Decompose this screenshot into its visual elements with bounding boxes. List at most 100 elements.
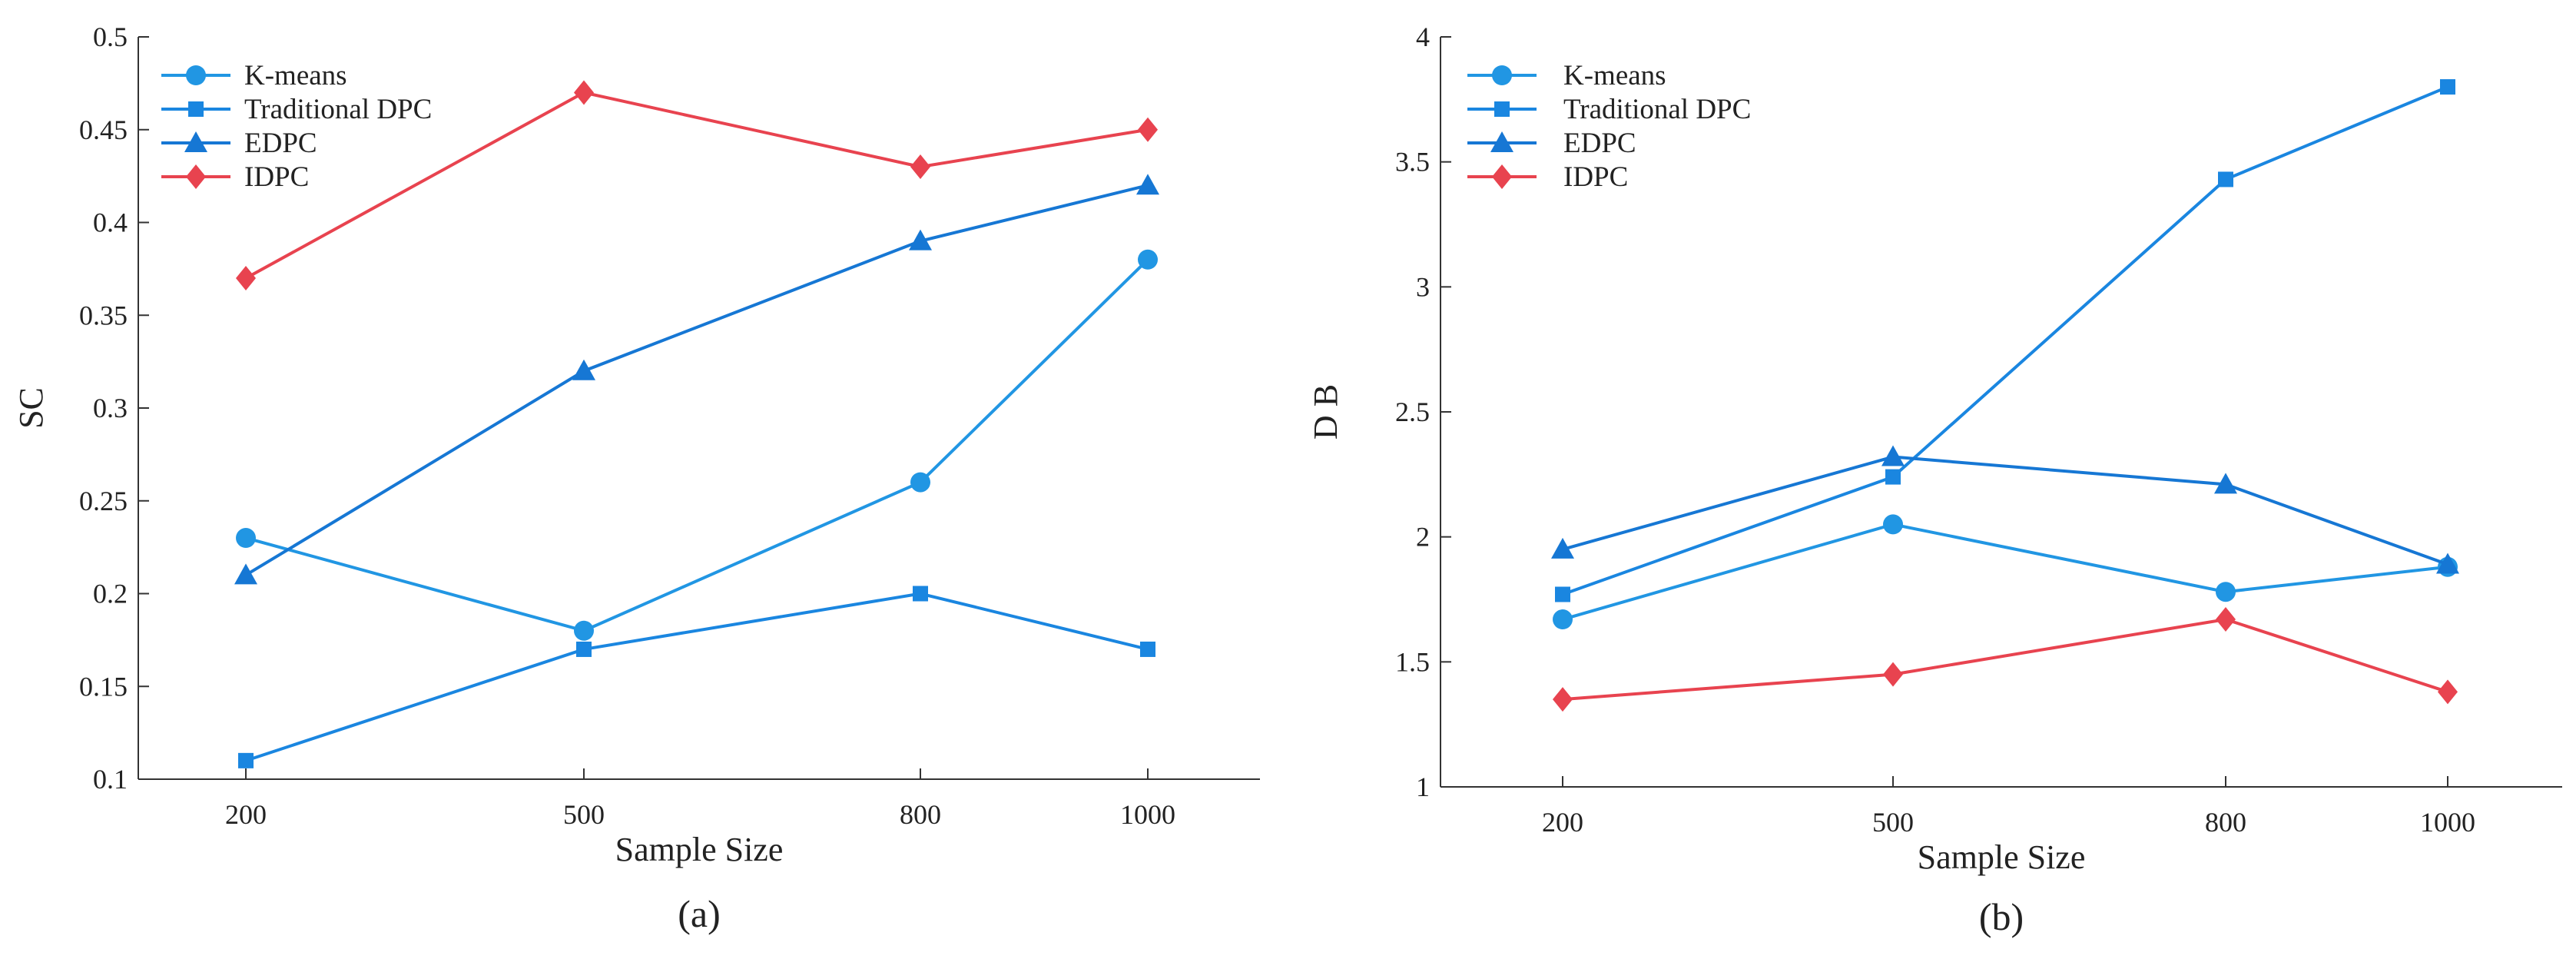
legend-label: K-means (244, 60, 347, 91)
y-tick-label: 0.4 (93, 207, 128, 238)
data-point (913, 586, 928, 602)
data-point (236, 265, 256, 290)
y-tick-label: 3.5 (1395, 147, 1430, 178)
data-point (238, 752, 254, 768)
legend-label: EDPC (244, 128, 317, 159)
x-tick-label: 500 (1872, 807, 1914, 838)
data-point (234, 563, 257, 585)
legend-marker (184, 131, 207, 152)
data-point (1138, 249, 1158, 270)
data-point (2216, 607, 2236, 632)
legend-marker (1492, 164, 1512, 189)
x-tick-label: 1000 (1120, 799, 1175, 830)
y-tick-label: 0.25 (79, 486, 128, 516)
series-idpc (1553, 607, 2458, 712)
legend-item: Traditional DPC (161, 94, 432, 125)
chart-panel-a: 0.1 0.15 0.2 0.25 0.3 0.35 0.4 0.45 0.5 200 500 800… (12, 22, 1260, 935)
legend-item: Traditional DPC (1467, 94, 1751, 125)
data-point (910, 154, 930, 180)
legend-item: IDPC (1467, 161, 1628, 193)
y-tick-label: 0.15 (79, 671, 128, 702)
y-tick-label: 3 (1416, 271, 1430, 302)
series-kmeans (236, 249, 1158, 641)
series-line (245, 91, 1149, 280)
x-axis-label: Sample Size (1918, 838, 2086, 876)
series-line (244, 184, 1149, 577)
data-point (1136, 174, 1159, 195)
legend-marker (188, 101, 204, 117)
series-kmeans (1553, 514, 2458, 630)
legend-label: IDPC (1563, 161, 1628, 193)
y-tick-label: 0.5 (93, 22, 128, 52)
data-point (574, 620, 594, 641)
legend-label: Traditional DPC (244, 94, 432, 125)
y-tick-label: 0.45 (79, 114, 128, 145)
data-point (910, 472, 930, 493)
legend-item: IDPC (161, 161, 309, 193)
data-point (1885, 469, 1901, 485)
legend-item: K-means (1467, 60, 1666, 91)
data-point (2216, 582, 2236, 602)
series-line (1562, 617, 2448, 702)
data-point (572, 359, 595, 380)
data-point (2218, 171, 2233, 187)
data-point (2436, 553, 2459, 574)
series-line (1562, 455, 2448, 566)
series-edpc (234, 174, 1159, 585)
legend-item: EDPC (1467, 128, 1636, 159)
y-tick-label: 1.5 (1395, 646, 1430, 677)
legend-item: EDPC (161, 128, 317, 159)
x-tick-label: 500 (563, 799, 605, 830)
data-point (1551, 537, 1574, 559)
panel-label: (a) (678, 892, 721, 935)
legend-marker (186, 164, 206, 189)
legend-label: EDPC (1563, 128, 1636, 159)
legend-marker (1490, 131, 1513, 152)
legend-label: K-means (1563, 60, 1666, 91)
data-point (909, 229, 932, 251)
y-tick-label: 1 (1416, 772, 1430, 802)
y-tick-label: 4 (1416, 22, 1430, 52)
y-tick-label: 0.2 (93, 579, 128, 609)
data-point (1883, 662, 1903, 687)
data-point (2440, 79, 2455, 95)
x-tick-label: 1000 (2420, 807, 2475, 838)
x-tick-label: 800 (900, 799, 941, 830)
data-point (1553, 609, 1573, 630)
x-axis-label: Sample Size (615, 831, 784, 868)
legend-marker (1492, 65, 1512, 85)
x-tick-label: 800 (2205, 807, 2246, 838)
y-tick-label: 0.3 (93, 393, 128, 423)
series-line (1562, 85, 2448, 596)
data-point (2438, 679, 2458, 705)
series-idpc (236, 80, 1158, 290)
data-point (1140, 641, 1155, 657)
data-point (576, 641, 592, 657)
x-tick-label: 200 (1542, 807, 1583, 838)
y-tick-label: 2.5 (1395, 397, 1430, 427)
series-line (1562, 523, 2448, 621)
data-point (1883, 514, 1903, 535)
series-traditional-dpc (238, 586, 1155, 768)
data-point (1138, 117, 1158, 142)
chart-panel-b: 1 1.5 2 2.5 3 3.5 4 200 500 800 1000 Sample Size D B… (1307, 22, 2562, 938)
y-tick-label: 0.1 (93, 764, 128, 795)
series-edpc (1551, 445, 2459, 574)
series-traditional-dpc (1555, 79, 2455, 602)
data-point (1555, 586, 1570, 602)
data-point (1881, 445, 1905, 466)
y-axis-label: SC (12, 387, 50, 429)
panel-label: (b) (1979, 895, 2024, 938)
y-tick-label: 2 (1416, 522, 1430, 553)
legend-item: K-means (161, 60, 347, 91)
legend-label: IDPC (244, 161, 309, 193)
y-tick-label: 0.35 (79, 300, 128, 330)
data-point (2214, 473, 2237, 494)
data-point (236, 528, 256, 549)
data-point (574, 80, 594, 105)
series-line (245, 592, 1149, 762)
legend-label: Traditional DPC (1563, 94, 1751, 125)
